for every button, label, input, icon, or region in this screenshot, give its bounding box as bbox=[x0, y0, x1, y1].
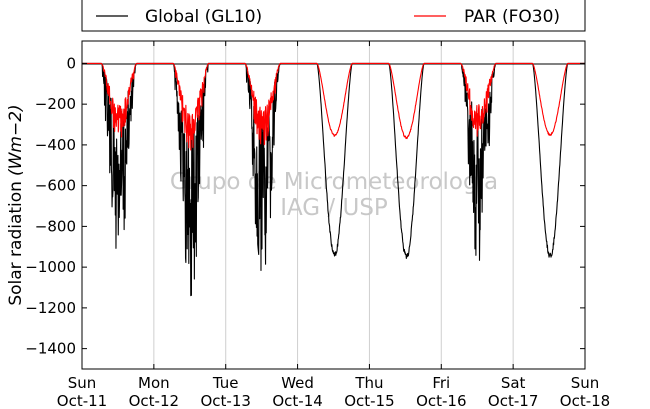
x-tick-day-5: Fri bbox=[432, 374, 450, 392]
x-tick-date-6: Oct-17 bbox=[488, 392, 538, 409]
x-tick-day-3: Wed bbox=[281, 374, 314, 392]
plot-frame bbox=[82, 41, 585, 369]
y-axis-label-units: (Wm−2) bbox=[6, 104, 26, 176]
y-tick-label-6: −1200 bbox=[25, 299, 76, 317]
x-tick-date-5: Oct-16 bbox=[416, 392, 466, 409]
y-tick-label-3: −600 bbox=[35, 177, 76, 195]
watermark-line-2: IAG / USP bbox=[280, 195, 388, 221]
watermark-line-1: Grupo de Micrometeorologia bbox=[170, 169, 498, 195]
x-tick-day-4: Thu bbox=[354, 374, 383, 392]
x-tick-day-7: Sun bbox=[571, 374, 600, 392]
series-line-par bbox=[81, 62, 586, 151]
plot-border bbox=[81, 40, 586, 370]
x-tick-date-1: Oct-12 bbox=[129, 392, 179, 409]
y-axis-label: Solar radiation (Wm−2) bbox=[6, 104, 26, 305]
x-tick-date-7: Oct-18 bbox=[560, 392, 610, 409]
legend-label-global: Global (GL10) bbox=[145, 7, 262, 27]
x-tick-date-0: Oct-11 bbox=[57, 392, 107, 409]
legend-label-par: PAR (FO30) bbox=[464, 7, 560, 27]
y-tick-label-7: −1400 bbox=[25, 340, 76, 358]
x-axis: SunOct-11MonOct-12TueOct-13WedOct-14ThuO… bbox=[57, 41, 610, 409]
y-axis-label-text: Solar radiation bbox=[6, 181, 26, 306]
y-tick-label-5: −1000 bbox=[25, 258, 76, 276]
watermark: Grupo de Micrometeorologia IAG / USP bbox=[170, 169, 498, 221]
x-tick-date-4: Oct-15 bbox=[344, 392, 394, 409]
x-tick-day-1: Mon bbox=[138, 374, 170, 392]
y-axis: 0 −200 −400 −600 −800 −1000 −1200 −1400 bbox=[25, 54, 585, 358]
vertical-gridlines bbox=[153, 41, 514, 369]
legend: Global (GL10) PAR (FO30) bbox=[81, 0, 586, 32]
x-tick-date-2: Oct-13 bbox=[200, 392, 250, 409]
y-tick-label-0: 0 bbox=[66, 54, 76, 72]
x-tick-day-6: Sat bbox=[501, 374, 526, 392]
x-tick-day-2: Tue bbox=[212, 374, 239, 392]
x-tick-date-3: Oct-14 bbox=[272, 392, 322, 409]
plot-area: Grupo de Micrometeorologia IAG / USP bbox=[81, 40, 586, 370]
series-lines bbox=[81, 62, 586, 297]
y-tick-label-4: −800 bbox=[35, 217, 76, 235]
y-tick-label-2: −400 bbox=[35, 136, 76, 154]
x-tick-day-0: Sun bbox=[68, 374, 97, 392]
legend-box bbox=[81, 0, 586, 32]
y-tick-label-1: −200 bbox=[35, 95, 76, 113]
